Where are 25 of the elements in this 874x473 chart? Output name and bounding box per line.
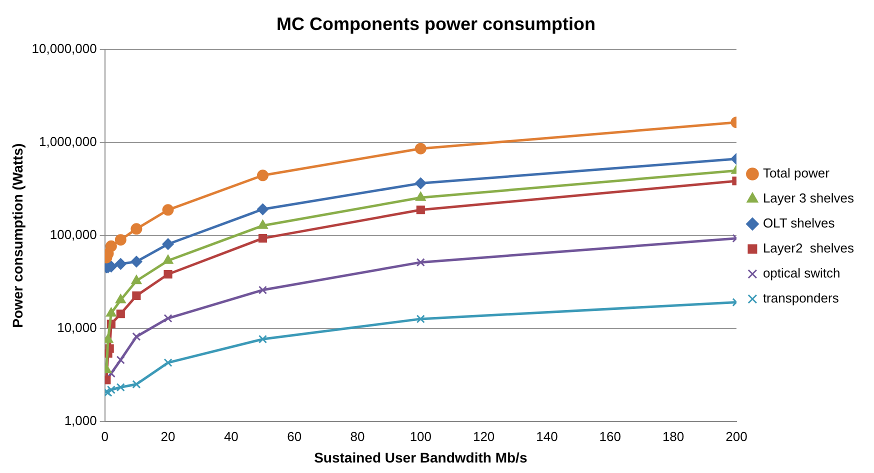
y-tick-label: 10,000,000: [32, 41, 97, 56]
legend-label: OLT shelves: [762, 216, 836, 231]
x-axis-title: Sustained User Bandwdith Mb/s: [314, 449, 528, 466]
legend-label: Layer 3 shelves: [762, 190, 854, 206]
y-tick-label: 1,000: [64, 413, 97, 428]
x-tick-label: 160: [599, 428, 621, 444]
x-tick-label: 60: [287, 428, 302, 444]
x-tick-label: 0: [101, 428, 108, 444]
y-tick-label: 100,000: [50, 227, 97, 242]
legend-label: optical switch: [762, 266, 840, 281]
x-tick-label: 140: [536, 428, 558, 444]
legend-label: transponders: [762, 290, 840, 306]
y-tick-label: 1,000,000: [39, 134, 97, 150]
y-tick-label: 10,000: [57, 320, 97, 336]
legend-label: Layer2 shelves: [762, 240, 854, 256]
x-tick-label: 80: [350, 428, 365, 444]
chart-title: MC Components power consumption: [276, 14, 596, 34]
x-tick-label: 100: [410, 428, 432, 444]
legend-label: Total power: [762, 166, 830, 181]
x-tick-label: 120: [472, 428, 495, 444]
x-tick-label: 200: [726, 428, 748, 444]
y-axis-title: Power consumption (Watts): [9, 143, 26, 328]
x-tick-label: 40: [224, 428, 238, 444]
x-tick-label: 180: [662, 428, 684, 444]
x-tick-label: 20: [160, 428, 176, 444]
